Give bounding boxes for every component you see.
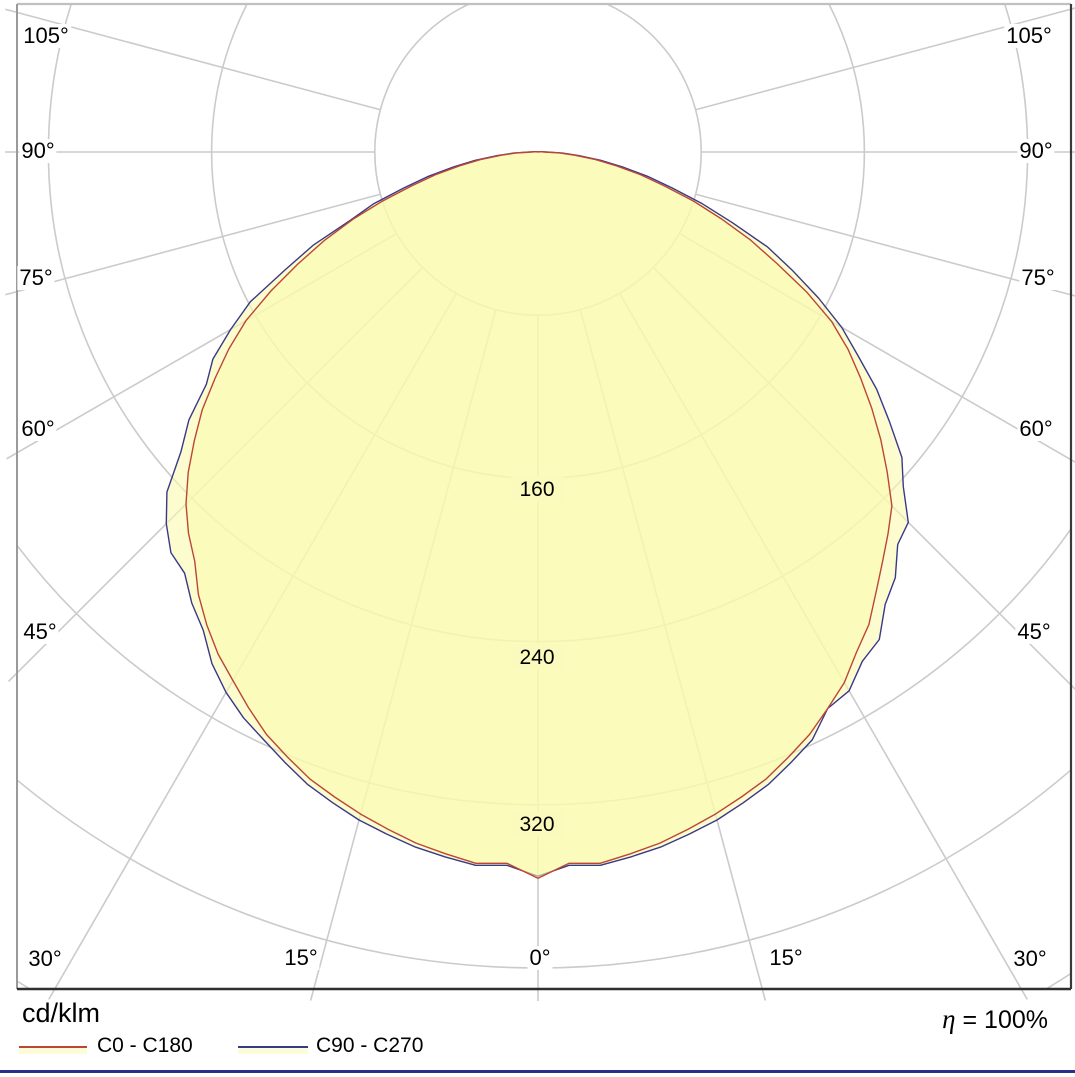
frame-tick xyxy=(48,988,56,1000)
angle-label-bottom: 0° xyxy=(527,945,553,970)
eta-symbol: η xyxy=(942,1004,956,1034)
frame-tick xyxy=(5,8,18,14)
ring-tick-label: 160 xyxy=(519,478,554,501)
angle-label-bottom: 15° xyxy=(282,945,320,970)
frame-tick xyxy=(6,452,18,460)
ring-tick-label: 240 xyxy=(519,646,554,669)
legend: C0 - C180 C90 - C270 xyxy=(0,1032,1075,1062)
angle-label-left: 105° xyxy=(21,23,71,48)
angle-label-left: 30° xyxy=(26,946,64,971)
legend-label-c0: C0 - C180 xyxy=(97,1034,193,1057)
ring-label-knockout xyxy=(511,644,563,670)
eta-equals: = xyxy=(962,1006,978,1034)
grid-ray xyxy=(18,232,398,454)
angle-label-right: 90° xyxy=(1017,138,1055,163)
legend-swatch-fill-c90 xyxy=(238,1048,308,1054)
legend-swatch-line-c0 xyxy=(19,1046,87,1048)
frame-tick xyxy=(1070,459,1075,463)
frame-tick xyxy=(7,672,18,683)
ring-tick-label: 320 xyxy=(519,813,554,836)
angle-label-right: 75° xyxy=(1019,265,1057,290)
frame-tick xyxy=(309,988,315,1001)
ring-label-knockout xyxy=(511,476,563,502)
angle-label-left: 45° xyxy=(21,619,59,644)
angle-label-left: 75° xyxy=(17,265,55,290)
legend-label-c90: C90 - C270 xyxy=(316,1034,424,1057)
legend-swatch-line-c90 xyxy=(238,1046,308,1048)
grid-ray xyxy=(695,193,1070,296)
bottom-divider-rule xyxy=(0,1070,1075,1073)
legend-swatch-fill-c0 xyxy=(19,1048,87,1054)
grid-ray xyxy=(18,11,381,111)
curve-c0-c180 xyxy=(185,151,893,879)
angle-label-left: 90° xyxy=(19,138,57,163)
frame-tick xyxy=(1070,7,1075,10)
frame-tick xyxy=(1070,294,1075,297)
frame-tick xyxy=(5,290,18,296)
angle-label-left: 60° xyxy=(19,416,57,441)
angle-label-right: 105° xyxy=(1004,23,1054,48)
angle-label-bottom: 15° xyxy=(767,945,805,970)
frame-tick xyxy=(1070,684,1075,691)
ring-label-knockout xyxy=(511,811,563,837)
frame-tick xyxy=(1020,988,1028,1000)
angle-label-right: 45° xyxy=(1015,619,1053,644)
grid-ray xyxy=(678,232,1070,461)
unit-label: cd/klm xyxy=(22,998,101,1028)
eta-value: 100% xyxy=(984,1006,1048,1034)
grid-ray xyxy=(695,8,1070,111)
grid-ray xyxy=(18,193,381,293)
efficiency-readout: η = 100% xyxy=(942,1004,1048,1035)
angle-label-right: 60° xyxy=(1017,416,1055,441)
frame-tick xyxy=(761,988,767,1001)
angle-label-right: 30° xyxy=(1011,946,1049,971)
